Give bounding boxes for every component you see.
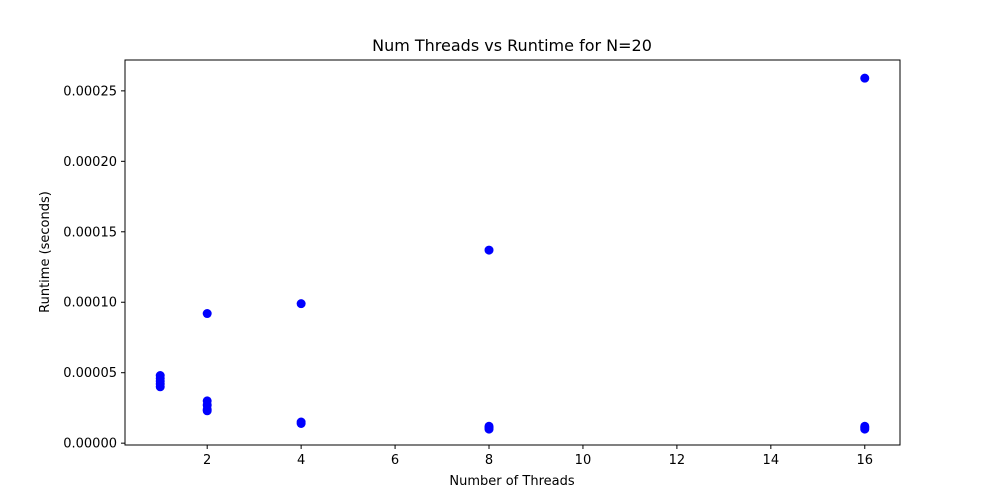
y-tick-label: 0.00010: [63, 296, 117, 311]
x-axis-ticks: 2 4 6 8 10 12 14 16: [203, 445, 873, 468]
y-tick-label: 0.00020: [63, 155, 117, 170]
data-point: [296, 299, 306, 309]
x-tick-label: 12: [669, 453, 686, 468]
x-axis-label: Number of Threads: [449, 474, 574, 489]
x-tick-label: 4: [297, 453, 305, 468]
data-point: [202, 406, 212, 416]
data-point: [484, 424, 494, 434]
plot-frame: [124, 59, 901, 446]
y-tick-label: 0.00025: [63, 84, 117, 99]
x-tick-label: 10: [575, 453, 592, 468]
x-tick-label: 6: [391, 453, 399, 468]
y-tick-label: 0.00000: [63, 437, 117, 452]
y-tick-label: 0.00015: [63, 225, 117, 240]
data-point: [202, 309, 212, 319]
data-point: [296, 418, 306, 428]
chart-title: Num Threads vs Runtime for N=20: [372, 36, 652, 55]
y-axis-ticks: 0.00000 0.00005 0.00010 0.00015 0.00020 0.000…: [63, 84, 125, 452]
x-tick-label: 14: [763, 453, 780, 468]
data-point: [155, 382, 165, 392]
x-tick-label: 16: [856, 453, 873, 468]
y-axis-label: Runtime (seconds): [38, 191, 53, 313]
data-point: [484, 245, 494, 255]
y-tick-label: 0.00005: [63, 366, 117, 381]
x-tick-label: 8: [485, 453, 493, 468]
data-point: [860, 424, 870, 434]
x-tick-label: 2: [203, 453, 211, 468]
data-point: [860, 73, 870, 83]
data-points: [155, 73, 870, 434]
